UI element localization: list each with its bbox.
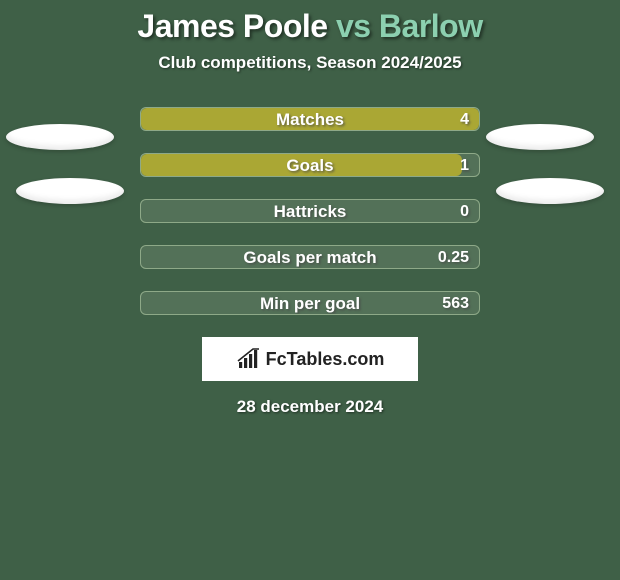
date-text: 28 december 2024 [0,397,620,417]
title-vs: vs [336,8,371,44]
page-title: James Poole vs Barlow [0,8,620,45]
bar-container: Min per goal563 [140,291,480,315]
bar-value: 0 [460,200,469,223]
logo-text: FcTables.com [266,349,385,370]
bar-container: Goals1 [140,153,480,177]
logo-bold: Fc [266,349,287,369]
logo-box: FcTables.com [202,337,418,381]
logo-rest: Tables.com [287,349,385,369]
bar-fill [141,154,462,176]
bar-value: 563 [442,292,469,315]
bar-label: Goals per match [141,246,479,269]
bar-label: Min per goal [141,292,479,315]
chart-icon [236,348,262,370]
stat-row: Min per goal563 [0,291,620,315]
bar-container: Matches4 [140,107,480,131]
decorative-ellipse [496,178,604,204]
decorative-ellipse [6,124,114,150]
title-player2: Barlow [379,8,483,44]
bar-container: Goals per match0.25 [140,245,480,269]
subtitle: Club competitions, Season 2024/2025 [0,53,620,73]
bar-container: Hattricks0 [140,199,480,223]
bar-value: 0.25 [438,246,469,269]
content-area: James Poole vs Barlow Club competitions,… [0,0,620,417]
bar-label: Hattricks [141,200,479,223]
stat-row: Goals1 [0,153,620,177]
title-player1: James Poole [137,8,327,44]
decorative-ellipse [16,178,124,204]
decorative-ellipse [486,124,594,150]
stat-row: Goals per match0.25 [0,245,620,269]
bar-fill [141,108,479,130]
